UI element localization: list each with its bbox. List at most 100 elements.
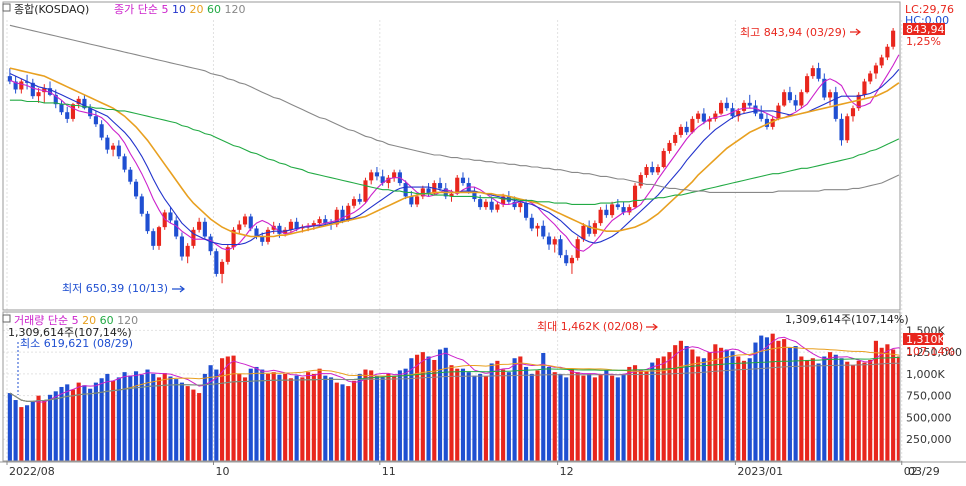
volume-bar xyxy=(472,375,477,461)
candle-body xyxy=(839,118,844,141)
legend-item[interactable]: 120 xyxy=(221,3,246,16)
volume-bar xyxy=(420,352,425,461)
candle-body xyxy=(277,225,282,234)
candle-body xyxy=(294,221,299,229)
moving-average-line-60 xyxy=(9,99,900,205)
legend-item[interactable]: 60 xyxy=(203,3,221,16)
price-legend[interactable]: 종합(KOSDAQ) 종가 단순 5 10 20 60 120 xyxy=(2,3,245,16)
candle-body xyxy=(724,102,729,109)
volume-bar xyxy=(202,373,207,461)
candle-body xyxy=(111,145,116,150)
volume-bar xyxy=(214,369,219,461)
candle-body xyxy=(415,196,420,205)
volume-bar xyxy=(782,339,787,461)
candle-body xyxy=(208,236,213,252)
candle-body xyxy=(460,177,466,184)
volume-bar xyxy=(523,366,529,461)
volume-bar xyxy=(787,347,792,461)
legend-item[interactable]: 5 xyxy=(158,3,169,16)
legend-item[interactable]: 종가 단순 xyxy=(114,3,158,16)
volume-bar xyxy=(575,372,580,461)
candle-body xyxy=(105,137,110,150)
volume-bar xyxy=(179,382,184,461)
candle-body xyxy=(615,204,620,208)
lc-label: LC:29,76 xyxy=(905,3,954,16)
candle-body xyxy=(70,104,76,119)
volume-bar xyxy=(168,376,173,461)
volume-bar xyxy=(317,368,322,461)
volume-bar xyxy=(460,368,466,461)
legend-item[interactable]: 거래량 단순 xyxy=(14,314,68,327)
volume-bar xyxy=(684,346,689,461)
volume-bar xyxy=(374,375,380,461)
volume-ma-line-120 xyxy=(9,362,900,402)
candle-body xyxy=(317,219,322,224)
volume-bar xyxy=(856,360,861,461)
volume-bar xyxy=(621,373,626,461)
volume-bar xyxy=(122,372,127,461)
volume-bar xyxy=(719,347,724,461)
legend-box-icon[interactable] xyxy=(2,3,11,12)
volume-bar xyxy=(311,373,316,461)
price-low-annotation: 최저 650,39 (10/13) xyxy=(62,282,168,295)
axis-labels: 825,00800,00775,00750,00725,00700,00675,… xyxy=(6,324,962,478)
candle-body xyxy=(346,205,351,221)
volume-bar xyxy=(535,370,540,461)
candle-body xyxy=(214,251,219,274)
candle-body xyxy=(495,204,500,210)
volume-bar xyxy=(128,375,133,461)
volume-bar xyxy=(99,378,104,461)
volume-legend-items[interactable]: 거래량 단순 5 20 60 120 xyxy=(14,314,138,327)
volume-bar xyxy=(587,373,592,461)
volume-bar xyxy=(827,352,833,461)
volume-bar xyxy=(328,377,334,461)
volume-bar xyxy=(443,347,448,461)
candle-body xyxy=(632,185,638,208)
candle-body xyxy=(168,212,173,221)
candle-body xyxy=(621,207,626,213)
x-tick-label: 10 xyxy=(215,465,229,478)
candle-body xyxy=(449,193,454,197)
volume-bar xyxy=(644,371,649,461)
legend-item[interactable]: 20 xyxy=(186,3,204,16)
volume-bar xyxy=(139,374,144,461)
legend-item[interactable]: 120 xyxy=(114,314,139,327)
price-legend-items[interactable]: 종가 단순 5 10 20 60 120 xyxy=(114,3,245,16)
volume-bar xyxy=(162,373,167,461)
volume-bar xyxy=(506,372,511,461)
volume-legend[interactable]: 거래량 단순 5 20 60 120 xyxy=(2,314,138,327)
candle-body xyxy=(156,227,162,246)
candle-body xyxy=(357,199,362,202)
volume-bar xyxy=(409,358,414,461)
legend-item[interactable]: 5 xyxy=(68,314,79,327)
volume-bar xyxy=(592,377,597,461)
legend-box-icon[interactable] xyxy=(2,314,11,323)
candle-body xyxy=(552,239,557,245)
price-legend-title[interactable]: 종합(KOSDAQ) xyxy=(14,3,89,16)
candle-body xyxy=(145,213,150,232)
legend-item[interactable]: 60 xyxy=(96,314,114,327)
candle-body xyxy=(610,204,615,216)
moving-average-line-5 xyxy=(9,54,900,252)
candle-body xyxy=(558,239,563,256)
candle-body xyxy=(684,126,689,133)
candle-body xyxy=(334,209,339,225)
candle-body xyxy=(741,102,747,111)
volume-bar xyxy=(564,377,569,461)
volume-bar xyxy=(885,344,890,461)
volume-bar xyxy=(225,356,230,461)
volume-bar xyxy=(13,400,18,461)
legend-item[interactable]: 10 xyxy=(168,3,186,16)
legend-item[interactable]: 20 xyxy=(79,314,97,327)
candle-body xyxy=(340,209,345,221)
candle-body xyxy=(518,203,523,208)
candle-body xyxy=(736,110,741,117)
candle-body xyxy=(128,169,133,182)
volume-bar xyxy=(323,375,328,461)
volume-bar xyxy=(397,370,402,461)
volume-bar xyxy=(197,393,202,461)
volume-bar xyxy=(231,355,236,461)
volume-bar xyxy=(346,386,351,461)
candle-body xyxy=(822,78,827,98)
volume-bar xyxy=(873,340,878,461)
